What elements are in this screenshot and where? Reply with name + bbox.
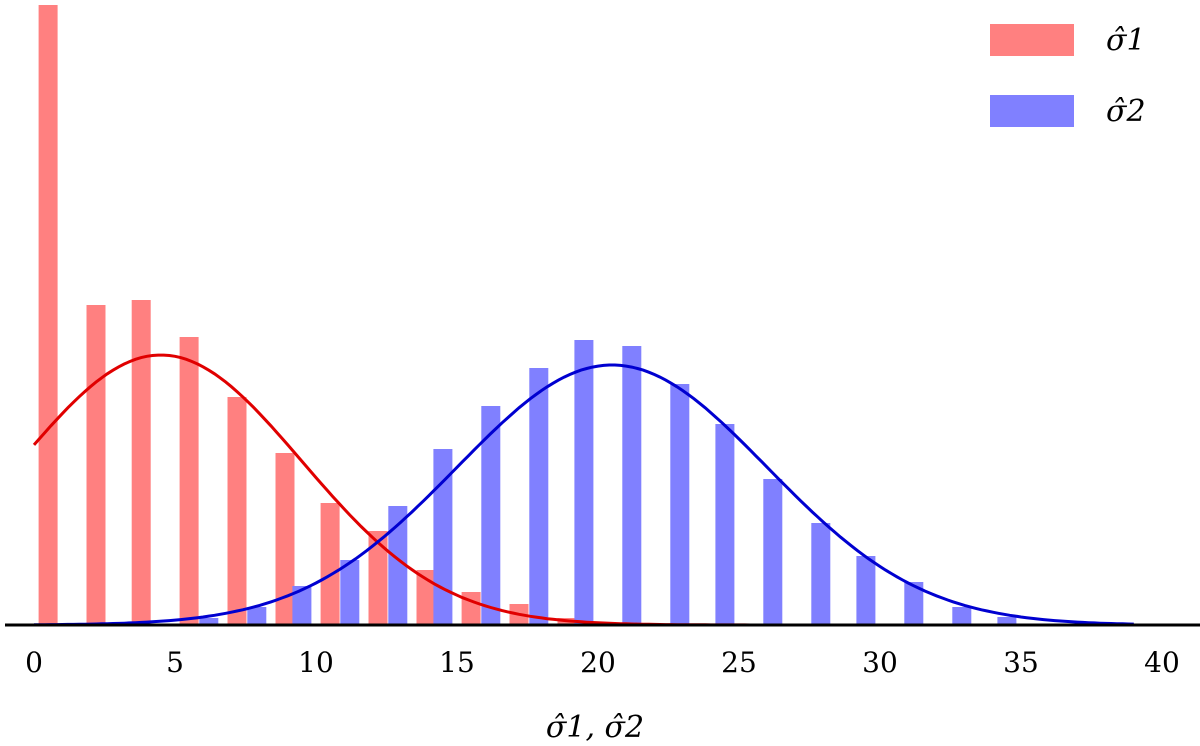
- legend-label-series1: σ̂1: [1106, 23, 1146, 58]
- x-tick-label: 10: [298, 646, 334, 679]
- bar-series1-2: [131, 300, 151, 625]
- bar-series1-7: [368, 531, 388, 625]
- bar-series2-5: [433, 449, 453, 625]
- bar-series2-6: [481, 406, 501, 625]
- x-tick-labels: 0 5 10 15 20 25 30 35 40: [25, 646, 1180, 679]
- bar-series2-8: [574, 340, 594, 625]
- bar-series2-10: [670, 384, 690, 625]
- bar-series1-6: [320, 503, 340, 625]
- x-axis-label: σ̂1, σ̂2: [546, 710, 644, 745]
- bar-series2-15: [904, 582, 924, 625]
- legend: σ̂1 σ̂2: [990, 23, 1146, 129]
- x-tick-label: 40: [1144, 646, 1180, 679]
- bar-series2-9: [622, 346, 642, 625]
- bar-series2-16: [952, 607, 972, 625]
- bar-series2-7: [529, 368, 549, 625]
- legend-swatch-series2: [990, 95, 1074, 127]
- bar-series1-0: [38, 5, 58, 625]
- bar-series1-5: [275, 453, 295, 625]
- x-tick-label: 20: [580, 646, 616, 679]
- bar-series2-13: [811, 523, 831, 625]
- bar-series2-17: [997, 617, 1017, 625]
- bar-series2-11: [715, 424, 735, 625]
- bar-series2-3: [340, 560, 360, 625]
- bar-series2-0: [199, 618, 219, 625]
- bar-series1-4: [227, 397, 247, 625]
- bar-series1-8: [416, 570, 436, 625]
- x-tick-label: 25: [721, 646, 757, 679]
- x-tick-label: 15: [439, 646, 475, 679]
- legend-label-series2: σ̂2: [1106, 94, 1146, 129]
- x-tick-label: 30: [862, 646, 898, 679]
- bar-series2-12: [763, 479, 783, 625]
- fit-curve-series2: [34, 363, 1134, 627]
- bars-layer: [38, 5, 1017, 625]
- bar-series2-1: [247, 607, 267, 625]
- x-tick-label: 0: [25, 646, 43, 679]
- bar-series2-4: [388, 506, 408, 625]
- bar-series2-14: [856, 556, 876, 625]
- bar-series1-3: [179, 337, 199, 625]
- x-tick-label: 35: [1003, 646, 1039, 679]
- bar-series1-1: [86, 305, 106, 625]
- x-tick-label: 5: [166, 646, 184, 679]
- bar-series2-2: [292, 586, 312, 625]
- legend-swatch-series1: [990, 24, 1074, 56]
